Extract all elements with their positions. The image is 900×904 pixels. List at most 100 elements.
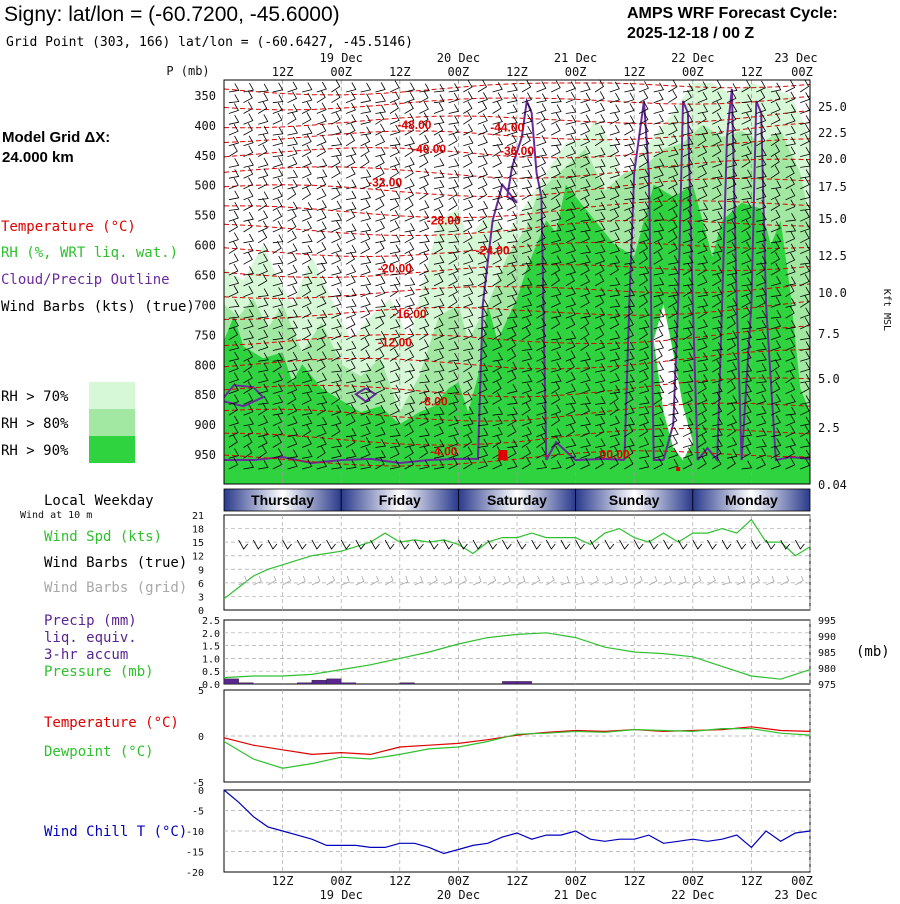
wind-barb — [682, 198, 693, 211]
wind-barb — [668, 349, 679, 362]
wind-barb — [785, 104, 797, 114]
wind-barb — [507, 446, 517, 459]
wind-barb — [272, 209, 283, 222]
wind-barb — [712, 294, 722, 308]
wind-barb — [550, 262, 561, 276]
wind-barb — [448, 329, 459, 341]
wind-barb — [448, 341, 460, 351]
wind-barb — [301, 112, 312, 125]
wind-barb-grid — [604, 575, 614, 586]
wind-barb — [404, 251, 414, 265]
wind-barb — [521, 187, 532, 201]
wind-barb — [331, 79, 341, 93]
wind-barb — [419, 438, 430, 448]
wind-barb — [668, 394, 679, 405]
wind-barb — [550, 316, 561, 330]
wind-barb — [228, 253, 239, 265]
wind-barb-grid — [370, 575, 380, 586]
wind-barb — [653, 212, 665, 222]
wind-barb — [697, 255, 709, 265]
wind-barb — [521, 211, 533, 222]
wind-barb — [785, 199, 796, 211]
wind-barb — [448, 187, 458, 201]
wind-barb — [433, 144, 444, 157]
wind-barb — [536, 382, 547, 394]
wind-barb — [272, 352, 284, 362]
wind-barb-grid — [472, 575, 482, 586]
wind-barb — [594, 91, 605, 104]
cloud-base-mid — [545, 440, 625, 462]
wind-barb — [316, 102, 327, 114]
wind-barb — [389, 299, 401, 308]
wind-barb — [565, 209, 576, 222]
wind-barb — [624, 255, 635, 265]
temperature-panel: 50-5 — [192, 686, 811, 789]
wind-barb — [521, 133, 531, 147]
wind-barb — [404, 123, 415, 136]
wind-barb — [653, 198, 663, 211]
wind-barb — [726, 307, 737, 319]
wind-barb — [565, 273, 575, 287]
wind-barb — [770, 288, 782, 298]
wind-barb — [463, 425, 473, 438]
wind-barb — [272, 264, 283, 276]
wind-barb — [697, 91, 708, 104]
wind-barb — [375, 188, 386, 201]
wind-barb — [492, 352, 504, 362]
wind-barb — [595, 396, 606, 405]
wind-barb — [507, 295, 517, 308]
legend-rh: RH (%, WRT liq. wat.) — [1, 245, 178, 261]
wind-barb — [712, 308, 723, 319]
wind-barb — [756, 148, 767, 157]
wind-barb — [639, 319, 650, 330]
wind-barb — [507, 244, 518, 254]
wind-barb-grid — [326, 575, 336, 586]
wind-barb — [712, 391, 722, 405]
wind-barb — [258, 125, 269, 136]
wind-barb — [565, 415, 576, 427]
wind-barb — [272, 414, 283, 427]
wind-barb — [595, 202, 606, 211]
wind-barb — [463, 169, 474, 179]
wind-barb — [682, 425, 693, 438]
wind-barb — [638, 361, 649, 373]
wind-barb — [536, 395, 547, 405]
wind-barb — [404, 370, 414, 384]
wind-barb — [404, 383, 416, 394]
cloud-base-outline — [224, 456, 478, 465]
wind-barb — [433, 341, 445, 351]
wind-barb — [551, 179, 562, 190]
wind-barb — [551, 166, 561, 179]
wind-barb — [565, 114, 577, 125]
wind-barb — [551, 232, 562, 244]
wind-barb — [639, 191, 650, 201]
wind-barb — [375, 220, 385, 233]
isotherm-label: -12.00 — [378, 336, 412, 350]
wind-barb — [800, 274, 810, 287]
wind-barb — [741, 179, 752, 190]
wind-barb — [682, 145, 693, 157]
wind-barb — [463, 189, 474, 201]
wind-barb — [345, 231, 356, 244]
wind-barb — [463, 230, 473, 244]
wind-barb — [770, 154, 780, 168]
panel-ytick-label: -5 — [192, 778, 204, 789]
wind-barb — [624, 438, 635, 448]
precip-bar — [326, 678, 342, 685]
wind-barb — [419, 122, 429, 136]
weekday-label: Saturday — [487, 492, 547, 508]
wind-barb — [375, 299, 386, 308]
precip-bar — [516, 681, 532, 685]
wind-barb — [726, 330, 738, 341]
wind-barb — [521, 317, 532, 330]
wind-barb — [301, 221, 312, 233]
pressure-tick-label: 990 — [818, 632, 836, 643]
wind-barb — [726, 449, 738, 459]
wind-barb — [228, 299, 240, 308]
wind-barb — [243, 135, 254, 147]
wind-barb — [243, 416, 254, 427]
wind-barb — [389, 137, 401, 147]
wind-barb — [770, 329, 781, 341]
wind-barb — [331, 200, 342, 211]
wind-barb — [785, 339, 796, 351]
